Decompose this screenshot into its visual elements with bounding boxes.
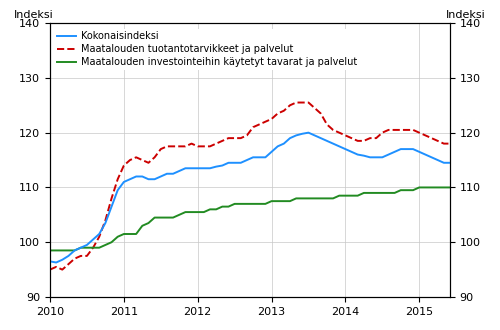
Maatalouden tuotantotarvikkeet ja palvelut — [422, 133, 428, 137]
Maatalouden investointeihin käytetyt tavarat ja palvelut — [78, 246, 84, 250]
Maatalouden tuotantotarvikkeet ja palvelut — [47, 268, 53, 272]
Maatalouden investointeihin käytetyt tavarat ja palvelut — [416, 185, 422, 189]
Maatalouden investointeihin käytetyt tavarat ja palvelut — [361, 191, 367, 195]
Line: Kokonaisindeksi: Kokonaisindeksi — [50, 133, 450, 262]
Line: Maatalouden investointeihin käytetyt tavarat ja palvelut: Maatalouden investointeihin käytetyt tav… — [50, 187, 450, 250]
Line: Maatalouden tuotantotarvikkeet ja palvelut: Maatalouden tuotantotarvikkeet ja palvel… — [50, 103, 450, 270]
Maatalouden tuotantotarvikkeet ja palvelut — [170, 145, 176, 148]
Maatalouden investointeihin käytetyt tavarat ja palvelut — [47, 248, 53, 252]
Legend: Kokonaisindeksi, Maatalouden tuotantotarvikkeet ja palvelut, Maatalouden investo: Kokonaisindeksi, Maatalouden tuotantotar… — [54, 29, 360, 70]
Maatalouden tuotantotarvikkeet ja palvelut — [78, 254, 84, 258]
Kokonaisindeksi — [306, 131, 312, 135]
Text: Indeksi: Indeksi — [446, 10, 486, 20]
Text: Indeksi: Indeksi — [14, 10, 54, 20]
Maatalouden tuotantotarvikkeet ja palvelut — [146, 161, 152, 165]
Kokonaisindeksi — [232, 161, 237, 165]
Maatalouden investointeihin käytetyt tavarat ja palvelut — [170, 215, 176, 219]
Kokonaisindeksi — [373, 155, 379, 159]
Maatalouden tuotantotarvikkeet ja palvelut — [447, 142, 453, 146]
Maatalouden investointeihin käytetyt tavarat ja palvelut — [146, 221, 152, 225]
Kokonaisindeksi — [84, 243, 90, 247]
Kokonaisindeksi — [226, 161, 232, 165]
Maatalouden investointeihin käytetyt tavarat ja palvelut — [447, 185, 453, 189]
Maatalouden tuotantotarvikkeet ja palvelut — [220, 139, 226, 143]
Kokonaisindeksi — [53, 260, 59, 264]
Maatalouden tuotantotarvikkeet ja palvelut — [293, 101, 299, 105]
Kokonaisindeksi — [447, 161, 453, 165]
Maatalouden tuotantotarvikkeet ja palvelut — [367, 136, 373, 140]
Kokonaisindeksi — [176, 169, 182, 173]
Maatalouden investointeihin käytetyt tavarat ja palvelut — [220, 205, 226, 209]
Kokonaisindeksi — [152, 177, 158, 181]
Kokonaisindeksi — [47, 259, 53, 263]
Maatalouden investointeihin käytetyt tavarat ja palvelut — [422, 185, 428, 189]
